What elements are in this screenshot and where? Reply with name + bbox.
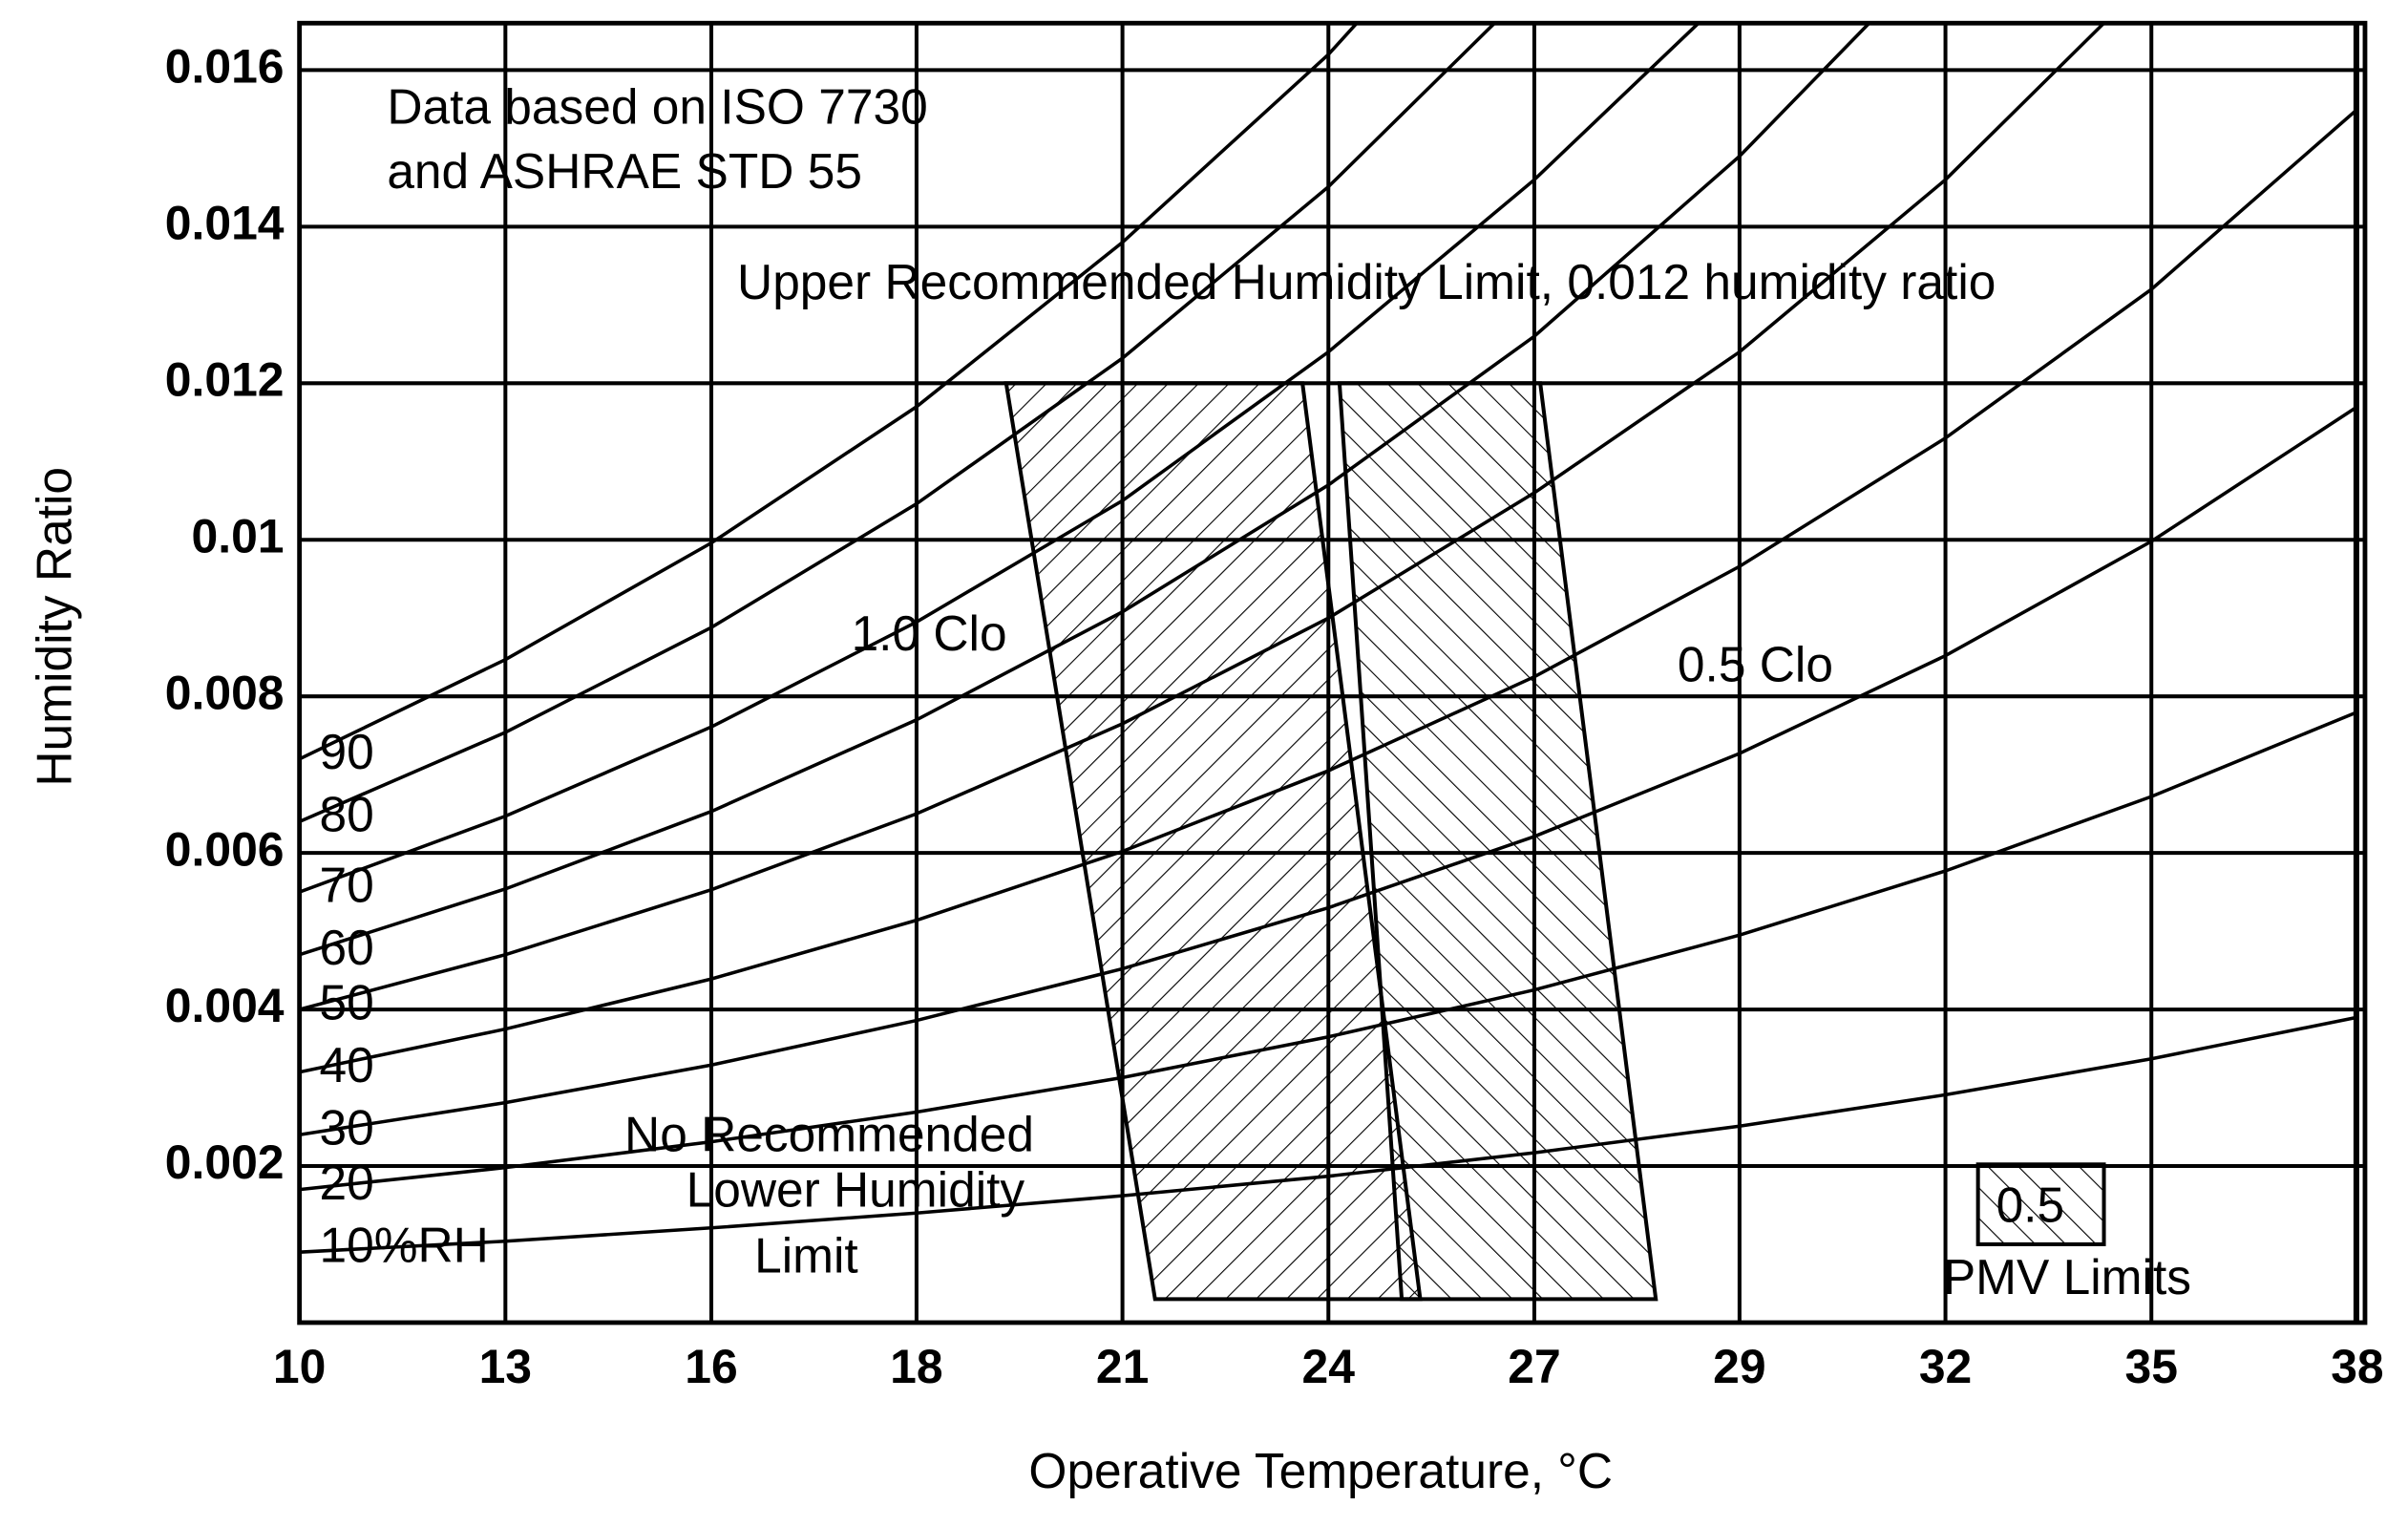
source-note: Data based on ISO 7730: [387, 79, 927, 135]
y-tick-label: 0.006: [165, 822, 285, 876]
y-tick-label: 0.008: [165, 666, 285, 719]
upper-limit-note: Upper Recommended Humidity Limit, 0.012 …: [737, 254, 1996, 309]
lower-limit-note: No Recommended: [624, 1107, 1034, 1162]
rh-line: [299, 1015, 2358, 1254]
y-tick-label: 0.016: [165, 40, 285, 94]
y-tick-label: 0.01: [192, 509, 285, 562]
y-axis-label: Humidity Ratio: [27, 467, 82, 787]
rh-line: [299, 23, 1497, 823]
x-tick-label: 13: [479, 1340, 532, 1393]
rh-label: 70: [320, 857, 374, 912]
x-tick-label: 10: [273, 1340, 326, 1393]
rh-line: [299, 23, 1701, 894]
x-tick-label: 32: [1919, 1340, 1972, 1393]
comfort-zone: [1337, 381, 1658, 1302]
rh-line: [299, 405, 2358, 1136]
rh-label: 90: [320, 724, 374, 779]
rh-label: 60: [320, 920, 374, 975]
y-tick-label: 0.012: [165, 352, 285, 406]
x-tick-label: 29: [1713, 1340, 1765, 1393]
x-tick-label: 18: [890, 1340, 942, 1393]
x-tick-label: 38: [2331, 1340, 2383, 1393]
rh-label: 10%RH: [320, 1218, 489, 1273]
x-tick-label: 24: [1302, 1340, 1356, 1393]
rh-label: 40: [320, 1037, 374, 1092]
rh-label: 20: [320, 1155, 374, 1210]
zone-label: 0.5 Clo: [1678, 636, 1833, 691]
x-tick-label: 27: [1508, 1340, 1560, 1393]
rh-line: [299, 23, 1360, 761]
x-tick-label: 21: [1096, 1340, 1149, 1393]
pmv-legend-label: PMV Limits: [1943, 1249, 2191, 1304]
x-axis-label: Operative Temperature, °C: [1028, 1443, 1613, 1498]
rh-lines: [299, 23, 2359, 1254]
y-tick-label: 0.002: [165, 1135, 285, 1189]
source-note: and ASHRAE STD 55: [387, 143, 862, 199]
y-tick-label: 0.004: [165, 979, 285, 1032]
rh-line: [299, 23, 2106, 1011]
rh-line: [299, 710, 2358, 1192]
y-tick-label: 0.014: [165, 197, 285, 250]
lower-limit-note: Limit: [754, 1228, 858, 1283]
pmv-legend-sample: 0.5: [1996, 1177, 2065, 1233]
rh-label: 80: [320, 787, 374, 842]
rh-line: [299, 108, 2359, 1074]
rh-label: 30: [320, 1100, 374, 1156]
pmv-legend-swatch: [1975, 1162, 2106, 1246]
x-tick-label: 35: [2125, 1340, 2178, 1393]
rh-line: [299, 23, 1872, 957]
x-tick-label: 16: [685, 1340, 737, 1393]
rh-label: 50: [320, 974, 374, 1029]
